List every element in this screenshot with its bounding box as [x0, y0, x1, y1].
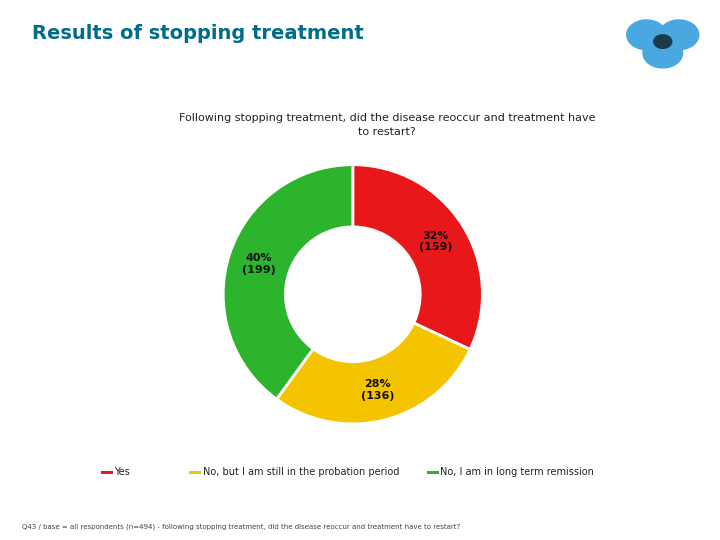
Bar	[189, 471, 202, 474]
Text: No, I am in long term remission: No, I am in long term remission	[440, 468, 594, 477]
Bar	[426, 471, 438, 474]
Text: No, but I am still in the probation period: No, but I am still in the probation peri…	[202, 468, 399, 477]
Bar	[101, 471, 113, 474]
Text: 28%
(136): 28% (136)	[361, 379, 394, 401]
Text: 40%
(199): 40% (199)	[242, 253, 276, 275]
Wedge shape	[276, 323, 470, 424]
Text: Results of stopping treatment: Results of stopping treatment	[32, 24, 364, 43]
Circle shape	[654, 35, 672, 49]
Wedge shape	[223, 165, 353, 399]
Wedge shape	[353, 165, 482, 349]
Text: Q43 / base = all respondents (n=494) - following stopping treatment, did the dis: Q43 / base = all respondents (n=494) - f…	[22, 524, 460, 530]
Circle shape	[626, 20, 666, 50]
Text: Yes: Yes	[114, 468, 130, 477]
Circle shape	[660, 20, 698, 50]
Text: Following stopping treatment, did the disease reoccur and treatment have
to rest: Following stopping treatment, did the di…	[179, 113, 595, 137]
Circle shape	[643, 38, 683, 68]
Text: 32%
(159): 32% (159)	[419, 231, 453, 252]
